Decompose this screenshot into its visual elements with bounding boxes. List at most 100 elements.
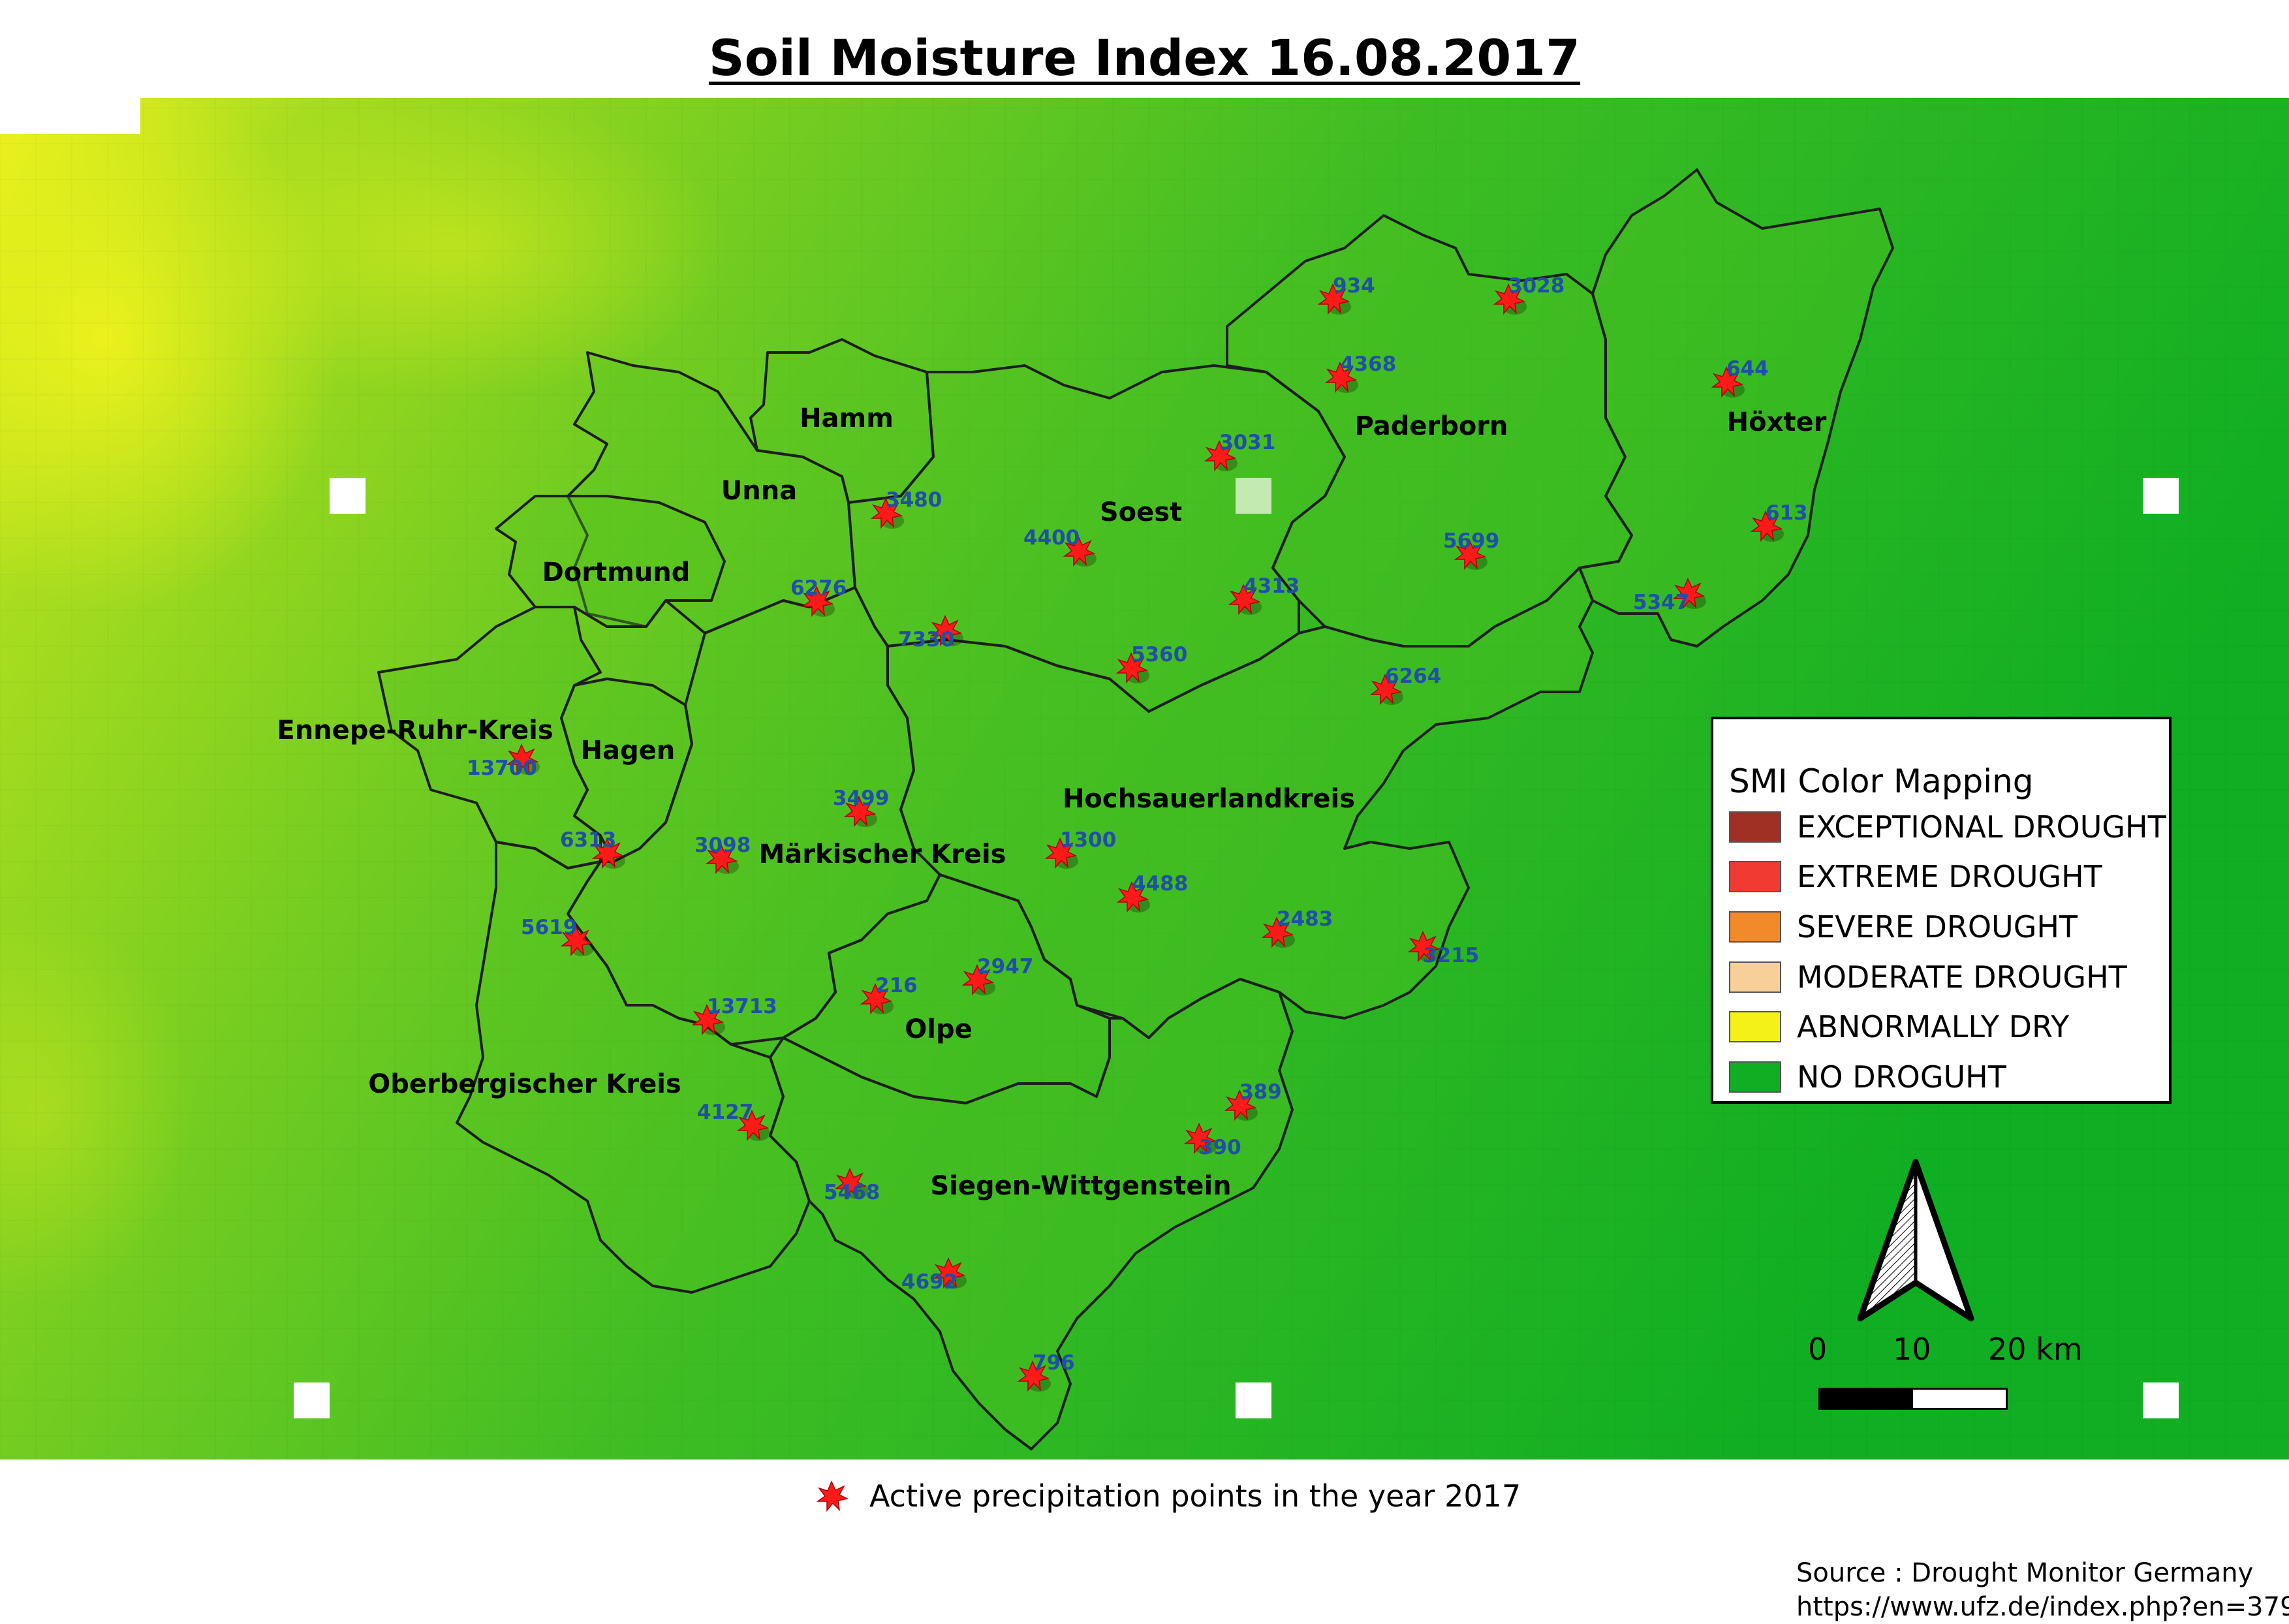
legend-label: EXCEPTIONAL DROUGHT — [1797, 809, 2166, 845]
precipitation-station: 1300 — [1046, 828, 1116, 869]
station-id-label: 5619 — [521, 916, 577, 939]
precipitation-station: 3480 — [871, 488, 942, 529]
district-label: Oberbergischer Kreis — [368, 1069, 681, 1099]
precipitation-station: 5468 — [824, 1168, 880, 1204]
station-id-label: 7330 — [898, 628, 954, 651]
district-label: Unna — [721, 476, 797, 506]
precipitation-station: 796 — [1018, 1351, 1075, 1392]
precipitation-station: 3028 — [1494, 274, 1565, 315]
precipitation-station: 216 — [861, 974, 918, 1014]
legend-swatch — [1729, 911, 1781, 943]
source-credit: Source : Drought Monitor Germany https:/… — [1796, 1556, 2289, 1624]
precipitation-station: 4400 — [1023, 526, 1097, 567]
legend-label: MODERATE DROUGHT — [1797, 960, 2127, 995]
precipitation-station: 4692 — [901, 1258, 967, 1294]
district-oberbergischer-kreis — [456, 841, 811, 1294]
soil-moisture-map: Hamm Unna Dortmund Soest Paderborn Höxter Enne… — [0, 98, 2289, 1460]
district-label: Hagen — [581, 736, 676, 766]
legend-swatch — [1729, 1011, 1781, 1042]
station-id-label: 5347 — [1633, 591, 1689, 614]
legend-item: MODERATE DROUGHT — [1729, 960, 2127, 995]
district-hoexter — [1578, 168, 1894, 648]
district-label: Höxter — [1727, 407, 1827, 437]
precipitation-station: 7330 — [898, 616, 963, 651]
station-id-label: 613 — [1766, 501, 1808, 525]
legend-label: SEVERE DROUGHT — [1797, 909, 2078, 945]
precipitation-station: 4488 — [1117, 872, 1188, 913]
legend-swatch — [1729, 811, 1781, 843]
precipitation-station: 5347 — [1633, 578, 1706, 614]
precipitation-station: 3098 — [694, 834, 751, 874]
scale-tick-label: 0 — [1808, 1332, 1828, 1367]
station-id-label: 3031 — [1219, 431, 1275, 454]
precipitation-station: 4313 — [1229, 574, 1300, 615]
source-line: Source : Drought Monitor Germany — [1796, 1558, 2254, 1588]
precipitation-station: 390 — [1185, 1123, 1241, 1159]
station-id-label: 6276 — [790, 576, 847, 600]
district-labels: Hamm Unna Dortmund Soest Paderborn Höxter Enne… — [277, 403, 1826, 1201]
precipitation-station: 4368 — [1326, 352, 1396, 393]
station-id-label: 4488 — [1132, 872, 1188, 896]
station-id-label: 3098 — [694, 834, 751, 857]
legend-item: EXCEPTIONAL DROUGHT — [1729, 809, 2166, 845]
precipitation-station: 6313 — [560, 828, 625, 869]
station-id-label: 4368 — [1340, 352, 1396, 376]
legend-label: NO DROGUHT — [1797, 1059, 2006, 1095]
district-dortmund — [495, 495, 726, 628]
precipitation-station: 3215 — [1409, 931, 1479, 967]
legend-swatch — [1729, 961, 1781, 993]
station-id-label: 4692 — [901, 1270, 958, 1294]
legend-swatch — [1729, 1061, 1781, 1093]
station-id-label: 4400 — [1023, 526, 1080, 550]
precipitation-station: 2483 — [1262, 907, 1333, 948]
precipitation-station: 613 — [1751, 501, 1808, 542]
station-id-label: 3499 — [833, 787, 889, 810]
station-id-label: 390 — [1199, 1136, 1241, 1159]
station-id-label: 13713 — [707, 995, 777, 1018]
station-id-label: 4127 — [697, 1101, 753, 1124]
station-id-label: 2947 — [977, 955, 1033, 978]
station-id-label: 934 — [1333, 274, 1375, 298]
station-id-label: 796 — [1033, 1351, 1075, 1375]
legend-item: ABNORMALLY DRY — [1729, 1009, 2069, 1044]
district-label: Hochsauerlandkreis — [1063, 784, 1355, 814]
scale-tick-label: 20 km — [1988, 1332, 2083, 1367]
precipitation-station: 934 — [1318, 274, 1375, 315]
station-id-label: 5360 — [1131, 643, 1187, 666]
precipitation-station: 389 — [1225, 1080, 1282, 1121]
station-id-label: 216 — [875, 974, 918, 997]
precipitation-station: 3031 — [1205, 431, 1275, 471]
precipitation-stations: 934 3028 4368 644 3031 3480 4400 613 5699 6276 431… — [467, 274, 1808, 1392]
source-url: https://www.ufz.de/index.php?en=37937 — [1796, 1592, 2289, 1622]
legend: SMI Color Mapping EXCEPTIONAL DROUGHT EX… — [1711, 717, 2172, 1104]
precipitation-station: 644 — [1712, 357, 1769, 398]
legend-item: NO DROGUHT — [1729, 1059, 2006, 1095]
legend-title: SMI Color Mapping — [1729, 762, 2034, 800]
district-label: Paderborn — [1354, 411, 1508, 441]
map-title: Soil Moisture Index 16.08.2017 — [708, 29, 1581, 87]
station-id-label: 2483 — [1277, 907, 1333, 931]
station-id-label: 3480 — [886, 488, 942, 512]
legend-item: SEVERE DROUGHT — [1729, 909, 2078, 945]
legend-item: EXTREME DROUGHT — [1729, 859, 2102, 894]
district-siegen-wittgenstein — [769, 978, 1294, 1450]
station-id-label: 1300 — [1060, 828, 1116, 852]
legend-label: EXTREME DROUGHT — [1797, 859, 2102, 894]
precipitation-station: 6264 — [1371, 664, 1441, 705]
precipitation-station: 5699 — [1443, 529, 1499, 570]
station-id-label: 6313 — [560, 828, 616, 852]
precipitation-station: 13700 — [467, 744, 540, 780]
district-label: Ennepe-Ruhr-Kreis — [277, 715, 553, 745]
station-id-label: 5699 — [1443, 529, 1499, 553]
district-boundaries — [377, 168, 1894, 1450]
district-label: Märkischer Kreis — [759, 839, 1006, 869]
station-id-label: 13700 — [467, 757, 537, 780]
north-arrow-icon — [1857, 1159, 1974, 1322]
district-label: Siegen-Wittgenstein — [930, 1171, 1231, 1201]
district-label: Olpe — [905, 1014, 972, 1044]
district-label: Soest — [1100, 497, 1182, 527]
district-label: Hamm — [800, 403, 894, 433]
precipitation-station: 5619 — [521, 916, 594, 956]
station-id-label: 389 — [1239, 1080, 1282, 1104]
station-id-label: 4313 — [1243, 574, 1300, 598]
